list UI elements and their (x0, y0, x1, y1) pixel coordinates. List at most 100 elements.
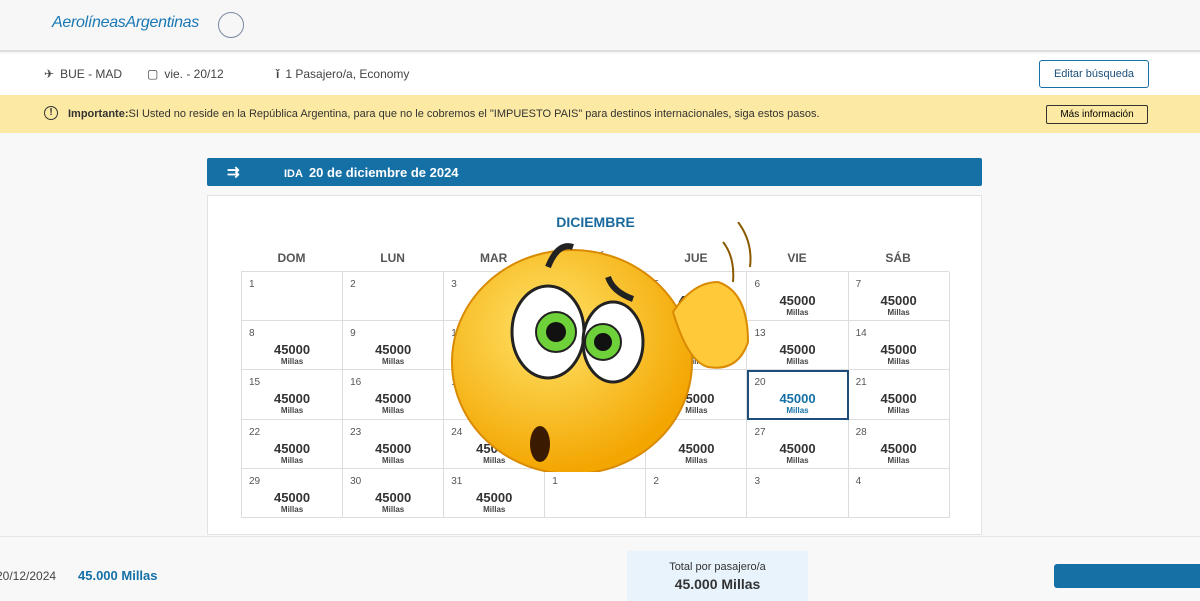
calendar-day[interactable]: 13 45000 Millas (747, 321, 849, 371)
day-number: 8 (249, 328, 255, 340)
calendar-day[interactable]: 29 45000 Millas (242, 468, 344, 518)
edit-search-button[interactable]: Editar búsqueda (1039, 60, 1149, 88)
price-unit: Millas (382, 357, 405, 367)
day-number: 15 (249, 377, 261, 389)
price-unit: Millas (382, 504, 405, 514)
day-price: 45000 (779, 391, 816, 407)
calendar-day[interactable]: 15 45000 Millas (242, 370, 344, 420)
price-unit: Millas (786, 308, 809, 317)
price-unit: Millas (786, 406, 809, 416)
continue-button[interactable] (1054, 564, 1200, 588)
day-price: 45000 (880, 293, 917, 308)
price-unit: Millas (483, 455, 506, 465)
calendar-day[interactable]: 7 45000 Millas (848, 272, 950, 322)
price-unit: Millas (685, 455, 708, 465)
calendar-icon: ▢ (147, 67, 159, 81)
day-number: 23 (350, 426, 362, 438)
price-unit: Millas (786, 455, 809, 465)
day-number: 6 (754, 279, 761, 290)
calendar-day[interactable]: 30 45000 Millas (343, 468, 445, 518)
price-unit: Millas (280, 455, 304, 465)
day-price: 45000 (375, 342, 412, 358)
day-price: 45000 (779, 440, 816, 456)
price-unit: Millas (887, 308, 910, 317)
day-price: 45000 (375, 440, 412, 456)
calendar-day: 3 (747, 468, 849, 518)
calendar-day: 1 (545, 468, 647, 518)
airline-logo[interactable]: AerolíneasArgentinas (52, 14, 199, 31)
day-price: 45000 (273, 489, 311, 505)
day-number: 3 (754, 475, 761, 487)
day-price: 45000 (273, 391, 311, 407)
day-price: 45000 (880, 391, 917, 407)
day-number: 20 (754, 377, 766, 389)
skyteam-logo (218, 12, 244, 38)
weekday-header: VIE (787, 251, 807, 265)
day-price: 45000 (375, 489, 412, 505)
weekday-header: LUN (380, 251, 405, 265)
calendar-day[interactable]: 20 45000 Millas (747, 370, 849, 420)
day-number: 16 (350, 377, 362, 389)
calendar-day[interactable]: 28 45000 Millas (848, 419, 950, 469)
price-unit: Millas (685, 357, 708, 367)
route: ✈ BUE - MAD (44, 67, 123, 81)
calendar-day[interactable]: 21 45000 Millas (848, 370, 950, 420)
more-info-button[interactable]: Más información (1046, 105, 1148, 124)
day-price: 45000 (779, 342, 816, 358)
day-number: 2 (350, 279, 356, 290)
calendar-day[interactable]: 16 45000 Millas (343, 370, 445, 420)
calendar-day: 1 (242, 272, 344, 322)
info-icon: ! (44, 106, 58, 120)
day-number: 24 (451, 426, 463, 438)
departure-icon: ⇉ (227, 164, 240, 181)
weekday-header: MAR (480, 251, 508, 265)
tax-notice-banner: ! Importante:SI Usted no reside en la Re… (0, 95, 1200, 133)
day-price: 45000 (779, 293, 816, 308)
price-unit: Millas (685, 406, 708, 416)
day-number: 13 (754, 328, 766, 340)
day-number: 31 (451, 475, 463, 487)
calendar-day[interactable]: 8 45000 Millas (242, 321, 344, 371)
day-price: 45000 (273, 440, 311, 456)
day-number: 22 (249, 426, 261, 438)
flight-header: ⇉ IDA 20 de diciembre de 2024 (207, 158, 982, 186)
calendar-day[interactable]: 14 45000 Millas (848, 321, 950, 371)
calendar-day: 2 (343, 272, 445, 322)
day-number: 4 (855, 475, 862, 487)
price-unit: Millas (786, 357, 809, 367)
day-number: 28 (855, 426, 867, 438)
day-number: 1 (552, 475, 558, 487)
day-price: 45000 (880, 342, 917, 358)
calendar-day[interactable]: 22 45000 Millas (242, 419, 344, 469)
price-unit: Millas (887, 406, 910, 416)
weekday-header: JUE (684, 251, 708, 265)
price-unit: Millas (887, 455, 910, 465)
day-number: 1 (249, 279, 255, 290)
calendar-day[interactable]: 9 45000 Millas (343, 321, 445, 371)
day-price: 45000 (678, 440, 715, 456)
weekday-header: SÁB (885, 251, 911, 265)
total-per-passenger: Total por pasajero/a 45.000 Millas (627, 551, 808, 601)
site-header: AerolíneasArgentinas (0, 0, 1200, 52)
person-icon: ǐ (276, 67, 280, 81)
day-price: 45000 (375, 391, 412, 407)
day-number: 21 (855, 377, 867, 389)
price-unit: Millas (887, 357, 910, 367)
day-number: 14 (855, 328, 867, 340)
calendar-day[interactable]: 27 45000 Millas (747, 419, 849, 469)
booking-footer: 20/12/2024 45.000 Millas Total por pasaj… (0, 536, 1200, 601)
calendar-day[interactable]: 6 45000 Millas (747, 272, 849, 322)
price-unit: Millas (280, 406, 304, 416)
price-unit: Millas (280, 504, 304, 514)
day-number: 9 (350, 328, 356, 340)
plane-icon: ✈ (44, 67, 55, 81)
calendar-day[interactable]: 23 45000 Millas (343, 419, 445, 469)
calendar-day[interactable]: 31 45000 Millas (444, 468, 546, 518)
calendar-day: 4 (848, 468, 950, 518)
day-number: 27 (754, 426, 766, 438)
price-unit: Millas (382, 406, 405, 416)
day-number: 3 (451, 279, 457, 290)
day-price: 45000 (273, 342, 311, 358)
